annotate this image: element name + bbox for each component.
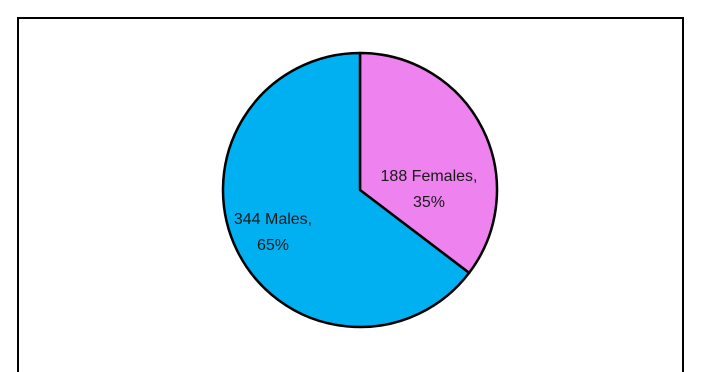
pie-slices [221, 51, 499, 329]
slice-label-males-pct: 65% [257, 237, 289, 254]
pie-slice-females [358, 51, 499, 275]
slice-label-females-line2: 35% [413, 194, 445, 211]
slice-label-females-pct: 35% [413, 194, 445, 211]
slice-label-males-line1: 344 Males, [234, 211, 312, 228]
slice-label-females: 188 Females, [381, 168, 478, 185]
slice-label-males: 344 Males, [234, 211, 312, 228]
pie-slice-males [221, 51, 471, 329]
slice-label-females-line1: 188 Females, [381, 168, 478, 185]
pie-labels: 188 Females, 35% 344 Males, 65% [234, 168, 478, 254]
slice-label-males-line2: 65% [257, 237, 289, 254]
